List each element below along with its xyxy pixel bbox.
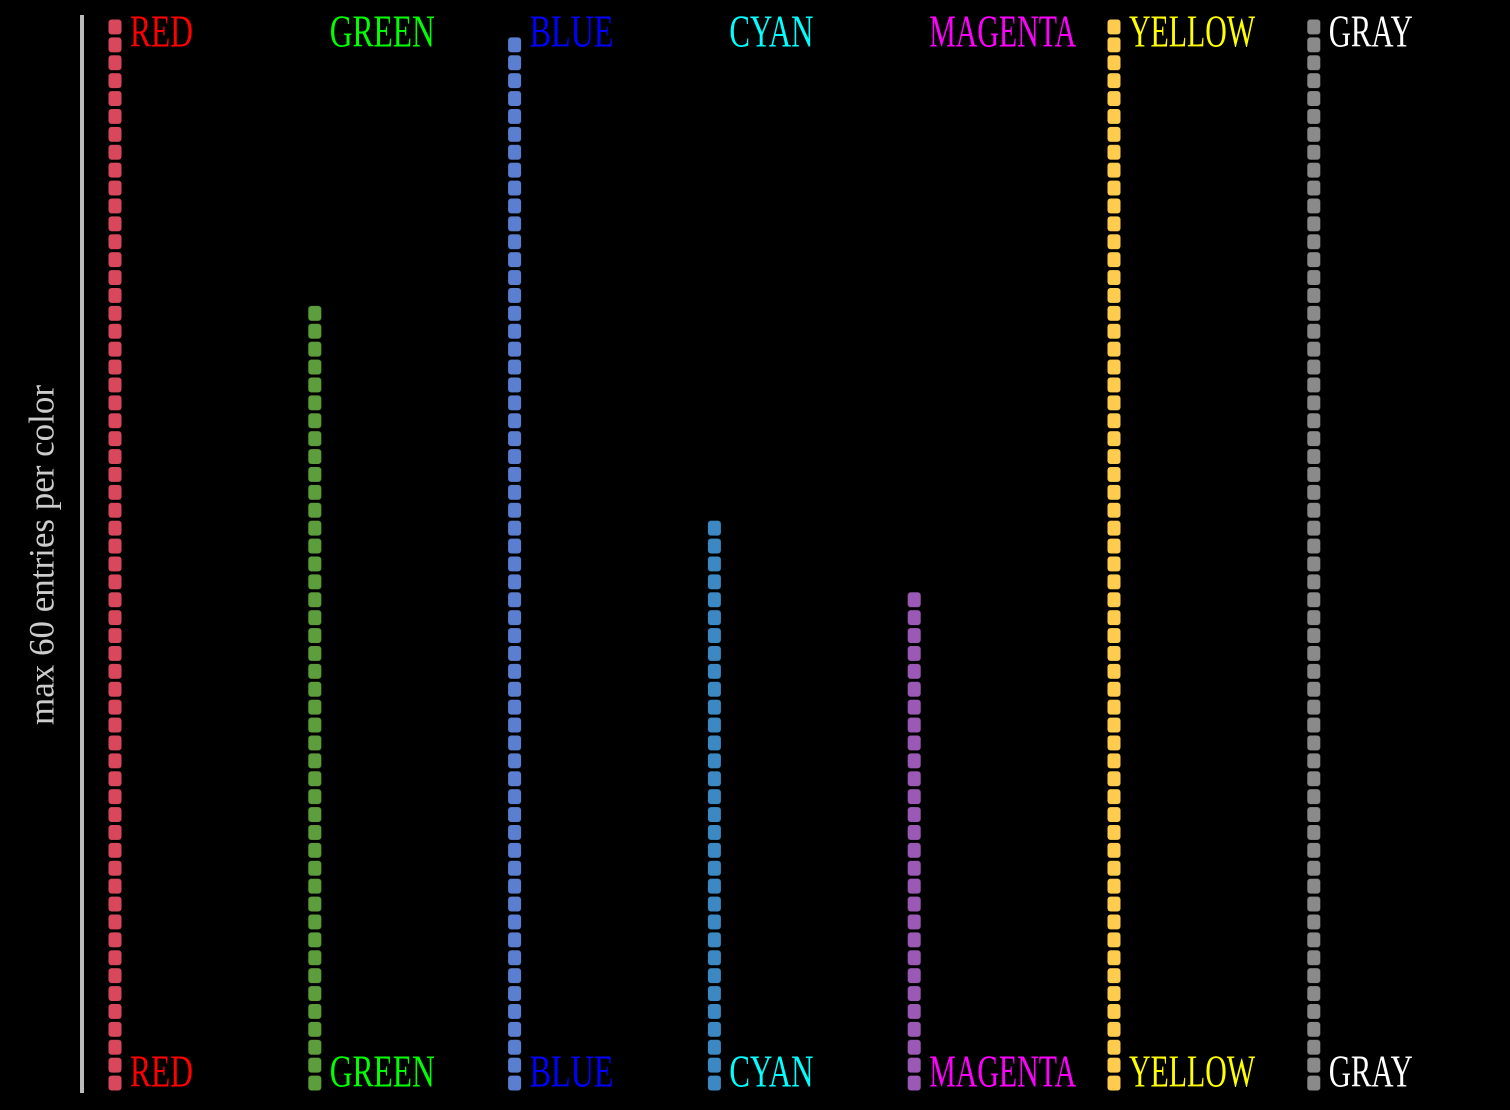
column-label-top: GREEN [330,6,435,57]
column-label-top: YELLOW [1129,6,1255,57]
column-label-top: CYAN [729,6,813,57]
icon-stack [1305,18,1322,1092]
icon-stack [706,519,723,1092]
column-label-top: MAGENTA [929,6,1076,57]
column-label-bottom: MAGENTA [929,1046,1076,1097]
column-label-bottom: CYAN [729,1046,813,1097]
icon-stack [107,18,123,1092]
column-label-bottom: GRAY [1329,1046,1413,1097]
icon-stack [906,590,923,1092]
column-label-top: BLUE [530,6,614,57]
icon-stack [506,35,523,1092]
column-label-bottom: BLUE [530,1046,614,1097]
icon-stack [1106,18,1122,1092]
column-label-top: GRAY [1329,6,1413,57]
column-label-bottom: GREEN [330,1046,435,1097]
y-axis-label: max 60 entries per color [21,385,61,725]
column-label-bottom: YELLOW [1129,1046,1255,1097]
column-label-bottom: RED [130,1046,193,1097]
icon-stack [306,304,323,1092]
column-label-top: RED [130,6,193,57]
